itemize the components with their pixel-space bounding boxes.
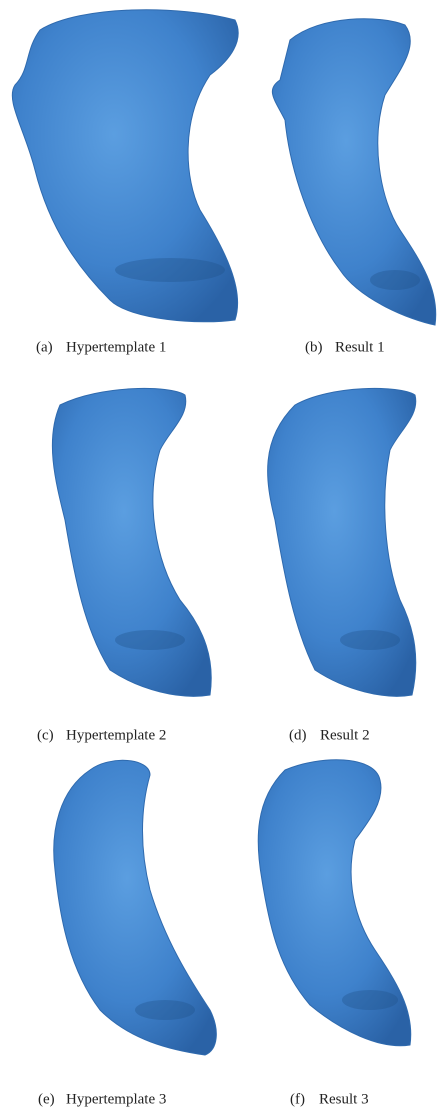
- shading: [370, 270, 420, 290]
- panel-d: [268, 388, 416, 696]
- shape-render: [52, 388, 211, 696]
- shape-render: [268, 388, 416, 696]
- panel-f: [258, 760, 411, 1046]
- shading: [115, 258, 225, 282]
- panel-label: (f): [290, 1091, 305, 1107]
- figure: (a) Hypertemplate 1 (b) Result 1 (c) Hyp…: [0, 0, 439, 1116]
- panel-e: [54, 760, 217, 1055]
- panel-caption: Hypertemplate 2: [66, 727, 166, 743]
- panel-caption: Hypertemplate 3: [66, 1091, 166, 1107]
- panel-label: (b): [305, 339, 323, 355]
- panel-caption: Result 2: [320, 727, 370, 743]
- shading: [342, 990, 398, 1010]
- panel-caption: Result 1: [335, 339, 385, 355]
- panel-b: [272, 19, 435, 325]
- panel-caption: Result 3: [319, 1091, 369, 1107]
- panel-label: (a): [36, 339, 53, 355]
- panel-caption: Hypertemplate 1: [66, 339, 166, 355]
- shading: [135, 1000, 195, 1020]
- panel-label: (e): [38, 1091, 55, 1107]
- panel-a: [12, 10, 238, 322]
- panel-label: (c): [37, 727, 54, 743]
- shading: [115, 630, 185, 650]
- panel-label: (d): [289, 727, 307, 743]
- panel-c: [52, 388, 211, 696]
- shading: [340, 630, 400, 650]
